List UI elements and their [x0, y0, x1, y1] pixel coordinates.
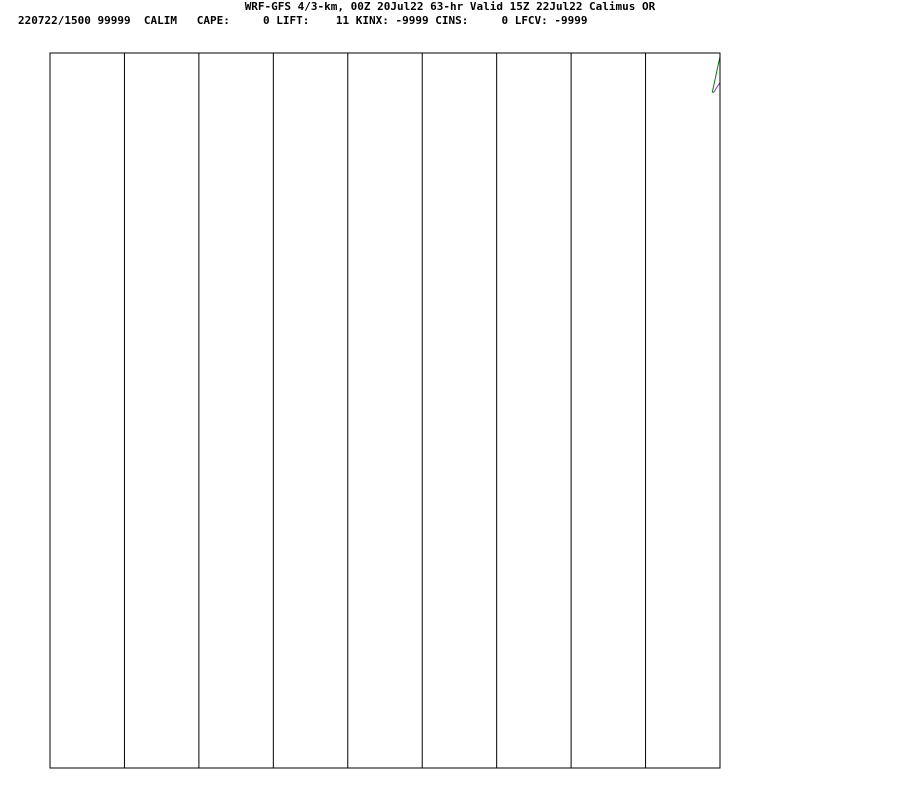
- mixing-ratio-line: [855, 0, 900, 93]
- chart-header-title: WRF-GFS 4/3-km, 00Z 20Jul22 63-hr Valid …: [244, 0, 656, 13]
- background-lines: [50, 0, 900, 768]
- moist-adiabat-line: [784, 0, 900, 98]
- mixing-ratio-line: [791, 0, 900, 93]
- moist-adiabat-line: [820, 0, 900, 98]
- moist-adiabat-line: [893, 0, 900, 98]
- mixing-ratio-line: [895, 0, 900, 93]
- moist-adiabat-line: [856, 0, 900, 98]
- dry-adiabat-line: [711, 54, 720, 93]
- dry-adiabat-line: [788, 0, 900, 93]
- chart-header-indices: 220722/1500 99999 CALIM CAPE: 0 LIFT: 11…: [18, 14, 588, 27]
- dry-adiabat-line: [863, 0, 900, 93]
- mixing-ratio-line: [712, 81, 720, 94]
- plot-frame: [49, 52, 721, 769]
